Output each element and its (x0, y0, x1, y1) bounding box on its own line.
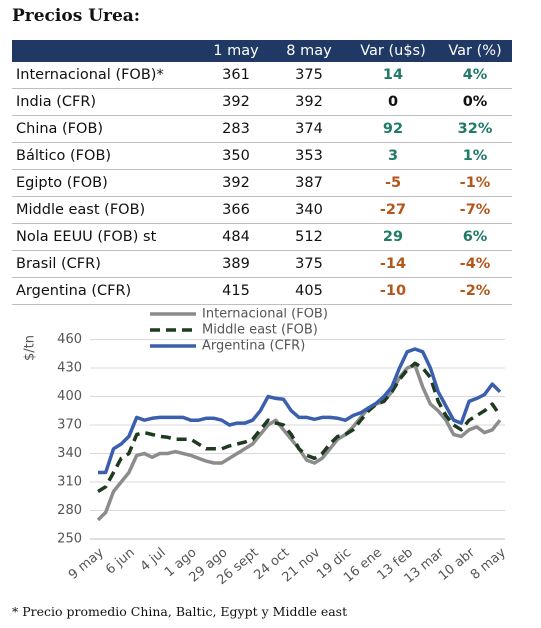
table-cell: 340 (270, 196, 348, 224)
y-tick-label: 430 (57, 361, 82, 376)
table-cell: 415 (202, 277, 270, 305)
header-cell: Var (u$s) (348, 40, 438, 62)
y-tick-label: 280 (57, 503, 82, 518)
table-cell: 32% (438, 115, 512, 143)
table-cell: 512 (270, 223, 348, 251)
table-cell: 4% (438, 62, 512, 89)
table-cell: Nola EEUU (FOB) st (12, 223, 202, 251)
table-cell: 0% (438, 88, 512, 116)
table-row: Nola EEUU (FOB) st 484 512 29 6% (12, 223, 512, 251)
header-row: 1 may 8 may Var (u$s) Var (%) (12, 40, 512, 62)
x-tick-label: 6 jun (103, 545, 138, 577)
table-cell: 3 (348, 142, 438, 170)
table-cell: Egipto (FOB) (12, 169, 202, 197)
table-cell: 405 (270, 277, 348, 305)
x-tick-label: 9 may (66, 545, 107, 583)
legend-label: Argentina (CFR) (202, 339, 305, 354)
y-tick-label: 370 (57, 418, 82, 433)
table-row: Argentina (CFR) 415 405 -10 -2% (12, 277, 512, 305)
footnote: * Precio promedio China, Baltic, Egypt y… (12, 604, 348, 619)
y-axis-label: $/tn (23, 335, 38, 361)
table-cell: -10 (348, 277, 438, 305)
table-cell: -4% (438, 250, 512, 278)
legend-label: Middle east (FOB) (202, 323, 318, 338)
table-cell: 14 (348, 62, 438, 89)
table-cell: Internacional (FOB)* (12, 62, 202, 89)
table-cell: 389 (202, 250, 270, 278)
legend-label: Internacional (FOB) (202, 308, 328, 322)
table-cell: 361 (202, 62, 270, 89)
table-row: Báltico (FOB) 350 353 3 1% (12, 142, 512, 170)
title: Precios Urea: (12, 6, 141, 26)
table-cell: 366 (202, 196, 270, 224)
table-row: Egipto (FOB) 392 387 -5 -1% (12, 169, 512, 197)
table-cell: 374 (270, 115, 348, 143)
y-tick-label: 460 (57, 332, 82, 347)
table-cell: -1% (438, 169, 512, 197)
table-cell: 29 (348, 223, 438, 251)
table-cell: Argentina (CFR) (12, 277, 202, 305)
table-cell: India (CFR) (12, 88, 202, 116)
table-cell: -27 (348, 196, 438, 224)
table-cell: 350 (202, 142, 270, 170)
table-cell: 392 (202, 169, 270, 197)
table-cell: 0 (348, 88, 438, 116)
y-tick-label: 340 (57, 446, 82, 461)
header-cell: Var (%) (438, 40, 512, 62)
table-row: Middle east (FOB) 366 340 -27 -7% (12, 196, 512, 224)
header-cell: 8 may (270, 40, 348, 62)
table-cell: -14 (348, 250, 438, 278)
line-series (96, 363, 502, 522)
table-cell: 484 (202, 223, 270, 251)
table-cell: 353 (270, 142, 348, 170)
table-cell: Middle east (FOB) (12, 196, 202, 224)
table-cell: 392 (202, 88, 270, 116)
table-cell: Brasil (CFR) (12, 250, 202, 278)
x-tick-label: 8 may (468, 545, 509, 583)
table-cell: 392 (270, 88, 348, 116)
table-cell: 6% (438, 223, 512, 251)
table-row: Brasil (CFR) 389 375 -14 -4% (12, 250, 512, 278)
table-cell: 1% (438, 142, 512, 170)
table-cell: -2% (438, 277, 512, 305)
line-series (98, 347, 502, 475)
table-row: Internacional (FOB)* 361 375 14 4% (12, 62, 512, 89)
table-cell: 375 (270, 250, 348, 278)
table-cell: China (FOB) (12, 115, 202, 143)
table-row: China (FOB) 283 374 92 32% (12, 115, 512, 143)
table-cell: -7% (438, 196, 512, 224)
table-cell: 387 (270, 169, 348, 197)
table-cell: -5 (348, 169, 438, 197)
header-cell: 1 may (202, 40, 270, 62)
table-row: India (CFR) 392 392 0 0% (12, 88, 512, 116)
table-cell: 92 (348, 115, 438, 143)
y-tick-label: 250 (57, 532, 82, 547)
x-tick-label: 10 abr (436, 545, 478, 584)
y-tick-label: 400 (57, 389, 82, 404)
header-cell (12, 40, 202, 62)
table-cell: 375 (270, 62, 348, 89)
line-series (97, 361, 502, 493)
price-table: 1 may 8 may Var (u$s) Var (%) Internacional… (12, 40, 512, 305)
table-cell: Báltico (FOB) (12, 142, 202, 170)
y-tick-label: 310 (57, 475, 82, 490)
table-cell: 283 (202, 115, 270, 143)
